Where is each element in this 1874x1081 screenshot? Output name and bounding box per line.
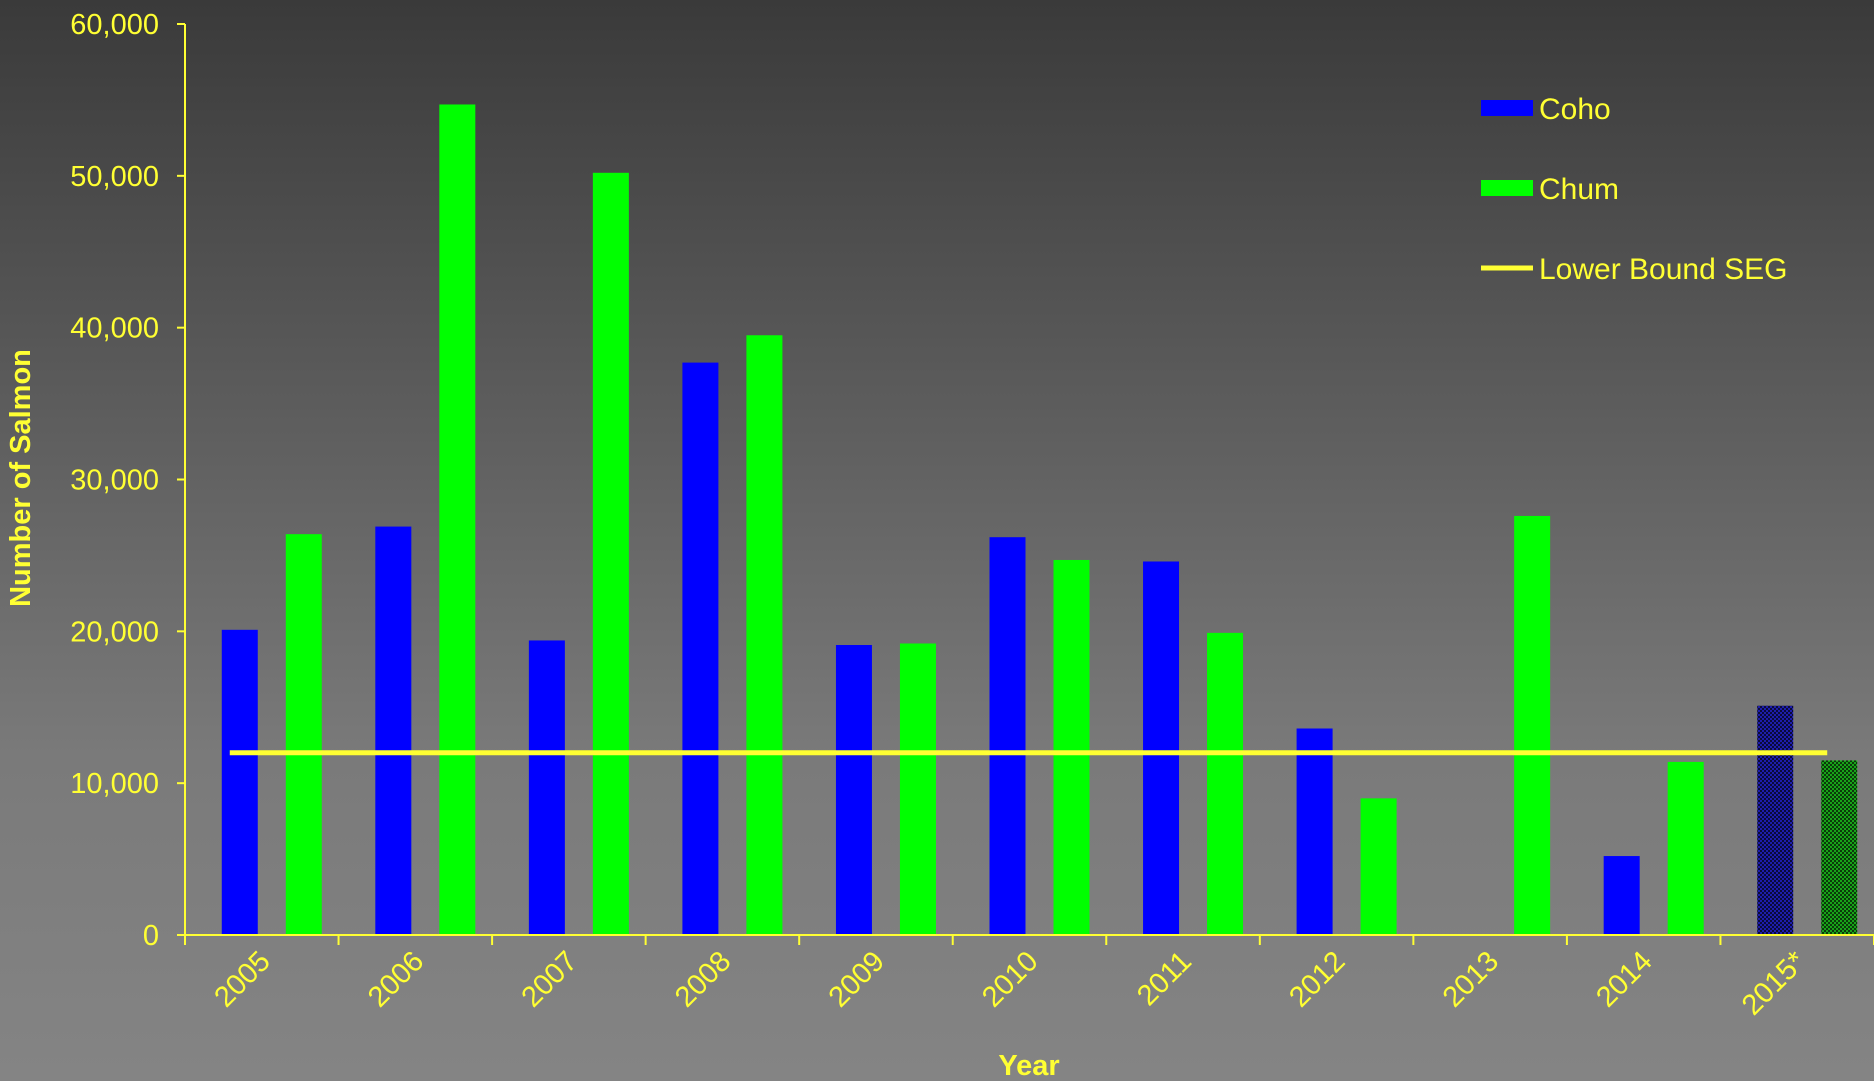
y-tick-label: 30,000 <box>70 465 159 497</box>
x-tick-label: 2013 <box>1437 945 1505 1013</box>
bar-chum-2005 <box>286 534 322 935</box>
bar-coho-2012 <box>1297 729 1333 935</box>
y-tick-label: 40,000 <box>70 313 159 345</box>
x-tick-label: 2012 <box>1283 945 1351 1013</box>
bar-coho-2009 <box>836 645 872 935</box>
legend-swatch-chum <box>1481 180 1533 196</box>
legend-label-lower-bound-seg: Lower Bound SEG <box>1539 253 1787 286</box>
bar-coho-2010 <box>990 537 1026 935</box>
y-tick-label: 60,000 <box>70 9 159 41</box>
bar-coho-2007 <box>529 640 565 935</box>
bar-chum-2009 <box>900 643 936 935</box>
bar-chum-2008 <box>746 335 782 935</box>
legend-label-coho: Coho <box>1539 93 1611 126</box>
bar-coho-2011 <box>1143 561 1179 935</box>
bars-layer <box>222 104 1857 935</box>
legend-label-chum: Chum <box>1539 173 1619 206</box>
axes-layer: 0 10,000 20,000 30,000 40,000 50,000 60,000 200… <box>70 9 1874 1022</box>
x-tick-label: 2006 <box>362 945 430 1013</box>
bar-chum-2011 <box>1207 633 1243 935</box>
bar-chum-2015 <box>1821 760 1857 935</box>
bar-chum-2013 <box>1514 516 1550 935</box>
y-tick-label: 20,000 <box>70 616 159 648</box>
x-tick-label: 2005 <box>208 945 276 1013</box>
x-tick-label: 2014 <box>1590 945 1658 1013</box>
bar-chum-2007 <box>593 173 629 935</box>
bar-chum-2010 <box>1054 560 1090 935</box>
x-tick-label: 2009 <box>823 945 891 1013</box>
bar-chum-2006 <box>439 104 475 935</box>
bar-coho-2014 <box>1604 856 1640 935</box>
y-axis-title: Number of Salmon <box>5 349 37 607</box>
bar-coho-2006 <box>375 527 411 935</box>
bar-chum-2014 <box>1668 762 1704 935</box>
x-axis-title: Year <box>998 1050 1059 1081</box>
legend-swatch-coho <box>1481 100 1533 116</box>
x-tick-label: 2007 <box>516 945 584 1013</box>
legend: Coho Chum Lower Bound SEG <box>1481 93 1787 286</box>
bar-chum-2012 <box>1361 798 1397 935</box>
bar-coho-2008 <box>682 363 718 935</box>
x-tick-label: 2011 <box>1131 945 1198 1012</box>
y-tick-label: 10,000 <box>70 768 159 800</box>
bar-coho-2005 <box>222 630 258 935</box>
x-tick-label: 2010 <box>976 945 1044 1013</box>
bar-coho-2015 <box>1757 706 1793 935</box>
x-tick-label: 2015* <box>1736 945 1812 1021</box>
y-tick-label: 0 <box>143 920 159 952</box>
x-tick-label: 2008 <box>669 945 737 1013</box>
y-tick-label: 50,000 <box>70 161 159 193</box>
